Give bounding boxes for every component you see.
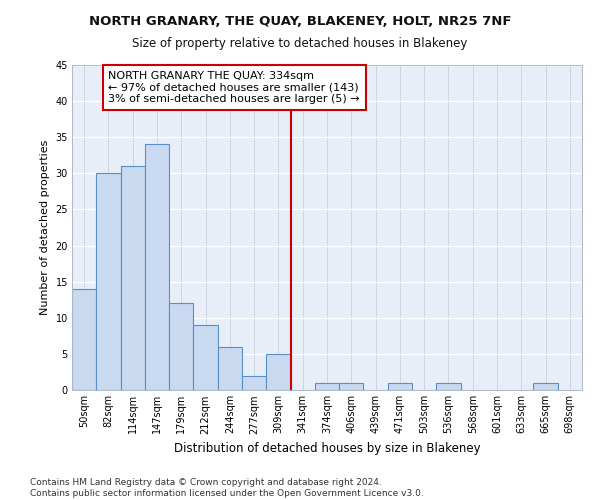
X-axis label: Distribution of detached houses by size in Blakeney: Distribution of detached houses by size … <box>173 442 481 455</box>
Text: NORTH GRANARY, THE QUAY, BLAKENEY, HOLT, NR25 7NF: NORTH GRANARY, THE QUAY, BLAKENEY, HOLT,… <box>89 15 511 28</box>
Text: Contains HM Land Registry data © Crown copyright and database right 2024.
Contai: Contains HM Land Registry data © Crown c… <box>30 478 424 498</box>
Bar <box>121 166 145 390</box>
Bar <box>242 376 266 390</box>
Bar <box>145 144 169 390</box>
Bar <box>533 383 558 390</box>
Text: NORTH GRANARY THE QUAY: 334sqm
← 97% of detached houses are smaller (143)
3% of : NORTH GRANARY THE QUAY: 334sqm ← 97% of … <box>109 71 360 104</box>
Bar <box>169 304 193 390</box>
Bar <box>339 383 364 390</box>
Text: Size of property relative to detached houses in Blakeney: Size of property relative to detached ho… <box>133 38 467 51</box>
Y-axis label: Number of detached properties: Number of detached properties <box>40 140 50 315</box>
Bar <box>72 289 96 390</box>
Bar <box>266 354 290 390</box>
Bar <box>193 325 218 390</box>
Bar <box>388 383 412 390</box>
Bar <box>315 383 339 390</box>
Bar <box>218 346 242 390</box>
Bar <box>96 174 121 390</box>
Bar <box>436 383 461 390</box>
